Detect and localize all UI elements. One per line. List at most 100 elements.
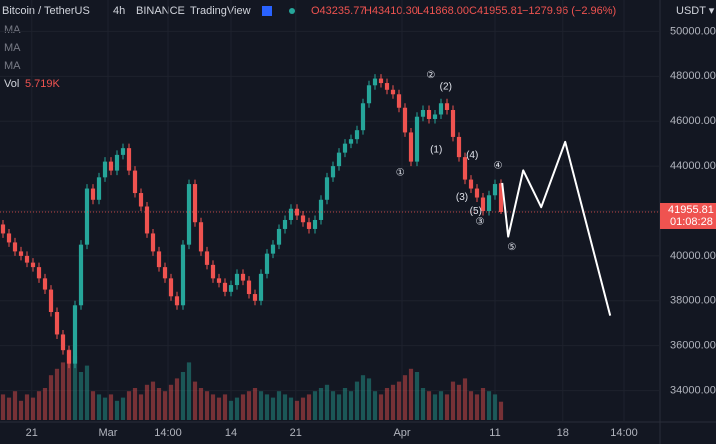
wave-label: (2) bbox=[440, 82, 452, 93]
last-price: 41955.81 bbox=[668, 204, 714, 216]
candle-body bbox=[186, 184, 192, 245]
volume-bar bbox=[438, 391, 444, 420]
volume-bar bbox=[474, 394, 480, 420]
currency[interactable]: USDT ▾ bbox=[676, 5, 715, 17]
candle-body bbox=[432, 114, 438, 119]
volume-bar bbox=[240, 394, 246, 420]
x-tick-label: 14 bbox=[225, 427, 237, 439]
candle-body bbox=[6, 233, 12, 243]
y-tick-label: 34000.00 bbox=[670, 384, 716, 396]
volume-bar bbox=[456, 384, 462, 420]
ohlc-high: H43410.30 bbox=[364, 5, 418, 17]
candle-body bbox=[132, 170, 138, 194]
volume-bar bbox=[96, 394, 102, 420]
ohlc-open: O43235.77 bbox=[311, 5, 365, 17]
volume-bar bbox=[12, 391, 18, 420]
volume-bar bbox=[204, 391, 210, 420]
candle-body bbox=[180, 244, 186, 306]
candle-body bbox=[0, 224, 6, 234]
y-tick-label: 38000.00 bbox=[670, 295, 716, 307]
volume-bar bbox=[138, 394, 144, 420]
ma-label: MA bbox=[4, 42, 21, 54]
candle-body bbox=[156, 251, 162, 268]
volume-bar bbox=[162, 391, 168, 420]
volume-bar bbox=[282, 394, 288, 420]
vol-value: 5.719K bbox=[25, 78, 61, 90]
volume-bar bbox=[324, 384, 330, 420]
candle-body bbox=[324, 177, 330, 200]
volume-bar bbox=[108, 394, 114, 420]
candle-body bbox=[192, 184, 198, 223]
candle-body bbox=[42, 278, 48, 290]
x-tick-label: Mar bbox=[99, 427, 118, 439]
x-tick-label: 21 bbox=[290, 427, 302, 439]
wave-label: (4) bbox=[466, 150, 478, 161]
candle-body bbox=[414, 116, 420, 162]
volume-bar bbox=[150, 381, 156, 420]
volume-bar bbox=[18, 400, 24, 420]
volume-bar bbox=[228, 400, 234, 420]
volume-bar bbox=[192, 381, 198, 420]
volume-bar bbox=[30, 397, 36, 420]
candle-body bbox=[438, 103, 444, 115]
candle-body bbox=[66, 350, 72, 364]
candle-body bbox=[474, 188, 480, 198]
candle-body bbox=[114, 154, 120, 171]
volume-bar bbox=[102, 397, 108, 420]
candle-body bbox=[378, 78, 384, 84]
wave-label: (3) bbox=[456, 192, 468, 203]
volume-bar bbox=[360, 375, 366, 420]
candle-body bbox=[390, 89, 396, 95]
vol-label: Vol bbox=[4, 78, 19, 90]
candle-body bbox=[330, 166, 336, 178]
volume-bar bbox=[234, 397, 240, 420]
candle-body bbox=[78, 244, 84, 306]
volume-bar bbox=[186, 362, 192, 420]
wave-label: ④ bbox=[494, 160, 503, 171]
volume-bar bbox=[294, 400, 300, 420]
ma-label: MA bbox=[4, 24, 21, 36]
candle-body bbox=[408, 132, 414, 162]
volume-bar bbox=[78, 372, 84, 420]
volume-bar bbox=[348, 391, 354, 420]
candle-body bbox=[30, 262, 36, 268]
candle-body bbox=[84, 188, 90, 245]
volume-bar bbox=[318, 388, 324, 420]
volume-bar bbox=[72, 356, 78, 420]
candle-body bbox=[372, 78, 378, 86]
wave-label: ② bbox=[426, 70, 435, 81]
candle-body bbox=[492, 184, 498, 196]
candle-body bbox=[204, 251, 210, 265]
volume-bar bbox=[342, 388, 348, 420]
wave-label: ① bbox=[396, 167, 405, 178]
x-tick-label: Apr bbox=[393, 427, 410, 439]
candle-body bbox=[222, 282, 228, 292]
y-tick-label: 46000.00 bbox=[670, 115, 716, 127]
volume-bar bbox=[6, 397, 12, 420]
candle-body bbox=[144, 206, 150, 234]
candle-body bbox=[336, 152, 342, 167]
volume-bar bbox=[444, 394, 450, 420]
y-tick-label: 44000.00 bbox=[670, 160, 716, 172]
flag-icon[interactable] bbox=[262, 6, 272, 16]
volume-bar bbox=[246, 391, 252, 420]
candle-body bbox=[252, 294, 258, 301]
y-tick-label: 50000.00 bbox=[670, 25, 716, 37]
candle-body bbox=[36, 267, 42, 279]
ohlc-change: −1279.96 (−2.96%) bbox=[522, 5, 616, 17]
volume-bar bbox=[414, 372, 420, 420]
y-tick-label: 36000.00 bbox=[670, 340, 716, 352]
volume-bar bbox=[270, 397, 276, 420]
candle-body bbox=[150, 233, 156, 252]
volume-bar bbox=[216, 397, 222, 420]
volume-bar bbox=[462, 378, 468, 420]
volume-bar bbox=[36, 391, 42, 420]
header: Bitcoin / TetherUS 4h BINANCE TradingVie… bbox=[2, 5, 715, 90]
volume-bar bbox=[144, 384, 150, 420]
volume-bar bbox=[450, 381, 456, 420]
volume-bar bbox=[126, 391, 132, 420]
candle-body bbox=[168, 278, 174, 297]
volume-bar bbox=[480, 388, 486, 420]
